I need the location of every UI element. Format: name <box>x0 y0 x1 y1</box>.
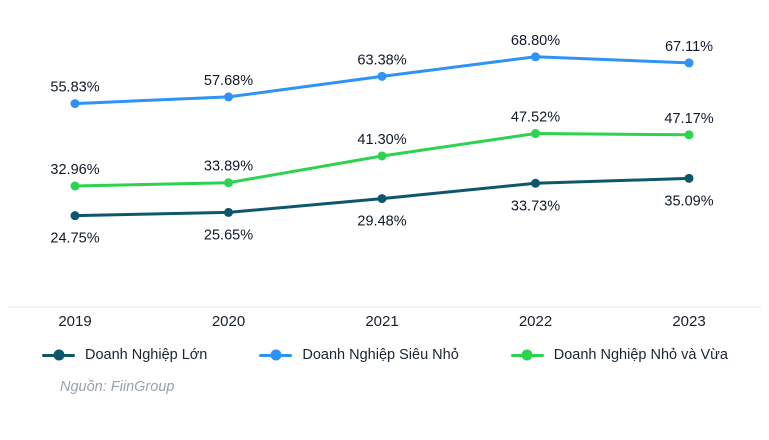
data-point <box>377 151 387 161</box>
data-point <box>70 99 80 109</box>
data-label: 68.80% <box>511 33 560 49</box>
legend-item-doanh-nghiep-nho-va-vua[interactable]: Doanh Nghiệp Nhỏ và Vừa <box>510 347 728 363</box>
legend-label: Doanh Nghiệp Lớn <box>85 347 208 363</box>
legend-line-dot-icon <box>510 349 544 362</box>
data-label: 47.52% <box>511 110 560 126</box>
data-label: 67.11% <box>665 39 713 55</box>
data-point <box>377 194 387 204</box>
legend-line-dot-icon <box>259 349 293 362</box>
legend-label: Doanh Nghiệp Nhỏ và Vừa <box>553 347 728 363</box>
source-credit: Nguồn: FiinGroup <box>60 379 175 395</box>
x-tick-label: 2021 <box>365 313 398 330</box>
x-tick-label: 2023 <box>672 313 705 330</box>
x-tick-label: 2022 <box>519 313 552 330</box>
data-point <box>224 178 233 188</box>
data-label: 32.96% <box>50 162 99 178</box>
data-point <box>684 58 694 68</box>
legend: Doanh Nghiệp Lớn Doanh Nghiệp Siêu Nhỏ D… <box>0 347 769 363</box>
data-label: 35.09% <box>664 193 713 209</box>
data-point <box>70 211 80 221</box>
data-point <box>377 71 387 81</box>
legend-line-dot-icon <box>42 349 75 362</box>
data-label: 57.68% <box>204 73 253 89</box>
data-point <box>224 92 233 102</box>
data-label: 55.83% <box>50 80 99 96</box>
data-point <box>224 207 233 217</box>
data-point <box>684 130 694 140</box>
data-label: 41.30% <box>357 132 406 148</box>
data-label: 33.89% <box>204 159 253 175</box>
data-label: 24.75% <box>50 231 99 247</box>
data-label: 33.73% <box>511 198 560 214</box>
line-chart: 2019 2020 2021 2022 2023 24.75% 25.65% 29.48% 33… <box>8 33 761 330</box>
data-point <box>531 129 540 139</box>
legend-item-doanh-nghiep-sieu-nho[interactable]: Doanh Nghiệp Siêu Nhỏ <box>259 347 459 363</box>
legend-item-doanh-nghiep-lon[interactable]: Doanh Nghiệp Lớn <box>42 347 207 363</box>
data-point <box>531 178 540 188</box>
data-label: 47.17% <box>664 111 713 127</box>
data-label: 63.38% <box>357 52 406 68</box>
data-label: 29.48% <box>357 214 406 230</box>
x-tick-label: 2020 <box>212 313 245 330</box>
data-point <box>531 52 540 62</box>
data-point <box>70 181 80 191</box>
data-label: 25.65% <box>204 227 253 243</box>
legend-label: Doanh Nghiệp Siêu Nhỏ <box>302 347 459 363</box>
data-point <box>684 173 694 183</box>
x-tick-label: 2019 <box>58 313 91 330</box>
